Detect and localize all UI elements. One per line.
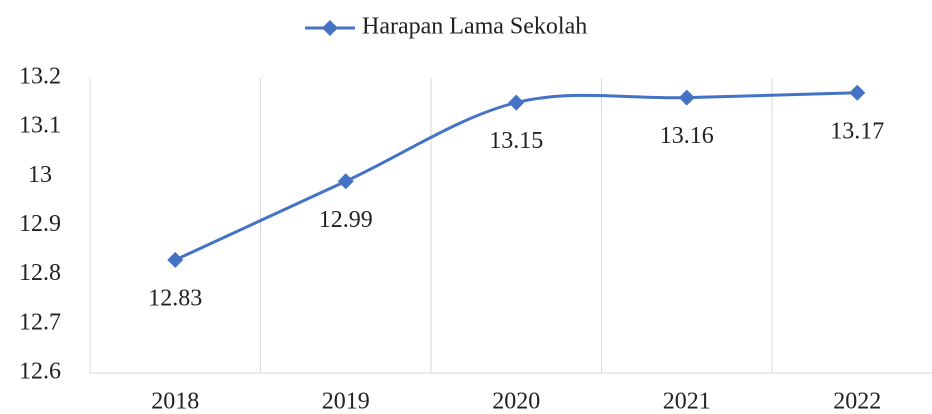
y-tick-label: 13.2 <box>19 64 61 90</box>
legend-marker <box>322 20 338 36</box>
legend: Harapan Lama Sekolah <box>305 14 587 40</box>
y-tick-label: 12.8 <box>19 260 61 286</box>
x-tick-label: 2018 <box>151 389 199 414</box>
x-tick-label: 2022 <box>833 389 881 414</box>
point-marker <box>849 84 866 101</box>
point-marker <box>167 251 184 268</box>
x-tick-label: 2019 <box>322 389 370 414</box>
x-tick-label: 2021 <box>663 389 711 414</box>
data-label: 13.17 <box>830 118 884 144</box>
y-tick-label: 12.9 <box>19 211 61 237</box>
point-marker <box>508 94 525 111</box>
point-marker <box>678 89 695 106</box>
y-tick-label: 12.7 <box>19 309 61 335</box>
y-tick-label: 13.1 <box>19 113 61 139</box>
y-tick-label: 13 <box>28 162 52 188</box>
x-tick-label: 2020 <box>492 389 540 414</box>
data-label: 12.99 <box>319 207 373 233</box>
data-label: 13.15 <box>489 128 543 154</box>
legend-label: Harapan Lama Sekolah <box>362 14 587 40</box>
data-label: 12.83 <box>148 285 202 311</box>
data-label: 13.16 <box>660 123 714 149</box>
point-marker <box>337 173 354 190</box>
y-tick-label: 12.6 <box>19 359 61 385</box>
series-line <box>174 91 858 262</box>
